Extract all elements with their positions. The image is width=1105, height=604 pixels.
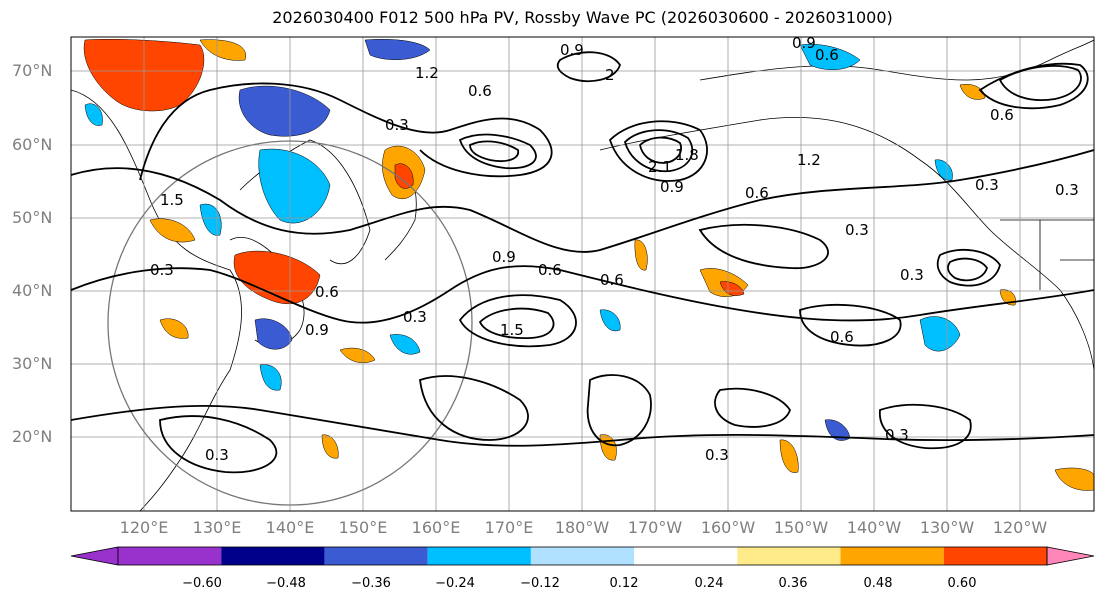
contour-labels: 0.9 1.2 0.6 0.3 1.5 1.8 2.1 0.9 0.6 0.3 … (150, 34, 1079, 464)
colorbar-cell (221, 547, 325, 565)
contour-label: 0.3 (1055, 181, 1079, 199)
colorbar-cell (118, 547, 222, 565)
contour-label: 1.5 (160, 191, 184, 209)
contour-label: 0.9 (305, 321, 329, 339)
colorbar-tick: 0.36 (778, 576, 808, 591)
colorbar-cell (634, 547, 738, 565)
radius-circle (107, 140, 473, 506)
contour-label: 1.2 (797, 151, 821, 169)
colorbar-tick: −0.24 (435, 576, 475, 591)
lon-label: 140°W (846, 518, 902, 537)
lon-label: 140°E (265, 518, 315, 537)
colorbar-cell (530, 547, 635, 565)
lat-label: 40°N (12, 281, 53, 300)
lon-label: 160°W (700, 518, 756, 537)
lat-label: 20°N (12, 427, 53, 446)
contour-label: 0.6 (830, 328, 854, 346)
colorbar-tick: −0.36 (351, 576, 391, 591)
lon-label: 170°W (627, 518, 683, 537)
colorbar-cell (840, 547, 944, 565)
contour-label: 0.9 (560, 41, 584, 59)
contour-label: 0.3 (385, 116, 409, 134)
lon-label: 180°W (554, 518, 610, 537)
lon-label: 120°W (992, 518, 1048, 537)
contour-label: 0.3 (975, 176, 999, 194)
contour-label: 0.6 (745, 184, 769, 202)
contour-label: 2.1 (648, 158, 672, 176)
graticule (71, 37, 1094, 511)
lon-label: 150°E (338, 518, 388, 537)
contour-label: 0.3 (403, 308, 427, 326)
contour-label: 1.8 (675, 146, 699, 164)
lon-label: 170°E (484, 518, 534, 537)
contour-label: 1.2 (415, 64, 439, 82)
lon-label: 150°W (773, 518, 829, 537)
contour-label: 0.3 (150, 261, 174, 279)
contour-label: 0.3 (900, 266, 924, 284)
colorbar-extend-high (1046, 546, 1095, 566)
contour-label: 0.9 (792, 34, 816, 52)
colorbar-tick: 0.12 (609, 576, 639, 591)
contour-label: 2 (605, 66, 615, 84)
colorbar-cell (737, 547, 841, 565)
contour-label: 0.6 (315, 283, 339, 301)
lon-label: 160°E (411, 518, 461, 537)
map-frame (70, 36, 1095, 512)
colorbar-extend-low (70, 546, 119, 566)
colorbar-tick: 0.60 (947, 576, 977, 591)
contour-label: 0.6 (468, 82, 492, 100)
colorbar-cell (943, 547, 1047, 565)
colorbar-border (117, 546, 1048, 566)
lat-label: 30°N (12, 354, 53, 373)
contour-label: 0.3 (845, 221, 869, 239)
contour-label: 0.9 (492, 248, 516, 266)
contour-label: 1.5 (500, 321, 524, 339)
contour-label: 0.3 (885, 426, 909, 444)
colorbar-cell (324, 547, 428, 565)
lat-label: 70°N (12, 61, 53, 80)
colorbar-cell (427, 547, 531, 565)
coastlines (71, 39, 1094, 511)
colorbar-tick: 0.48 (863, 576, 893, 591)
lat-label: 50°N (12, 208, 53, 227)
colorbar-tick: −0.12 (520, 576, 560, 591)
lon-label: 130°E (192, 518, 242, 537)
chart-title: 2026030400 F012 500 hPa PV, Rossby Wave … (272, 8, 893, 27)
lat-label: 60°N (12, 135, 53, 154)
contour-label: 0.3 (705, 446, 729, 464)
pv-contours (71, 51, 1094, 474)
colorbar-tick: −0.60 (182, 576, 222, 591)
colorbar-tick: −0.48 (266, 576, 306, 591)
contour-label: 0.6 (990, 106, 1014, 124)
contour-label: 0.3 (205, 446, 229, 464)
contour-label: 0.6 (600, 271, 624, 289)
lon-label: 120°E (119, 518, 169, 537)
contour-label: 0.9 (660, 178, 684, 196)
contour-label: 0.6 (815, 46, 839, 64)
contour-label: 0.6 (538, 261, 562, 279)
colorbar-tick: 0.24 (694, 576, 724, 591)
lon-label: 130°W (919, 518, 975, 537)
